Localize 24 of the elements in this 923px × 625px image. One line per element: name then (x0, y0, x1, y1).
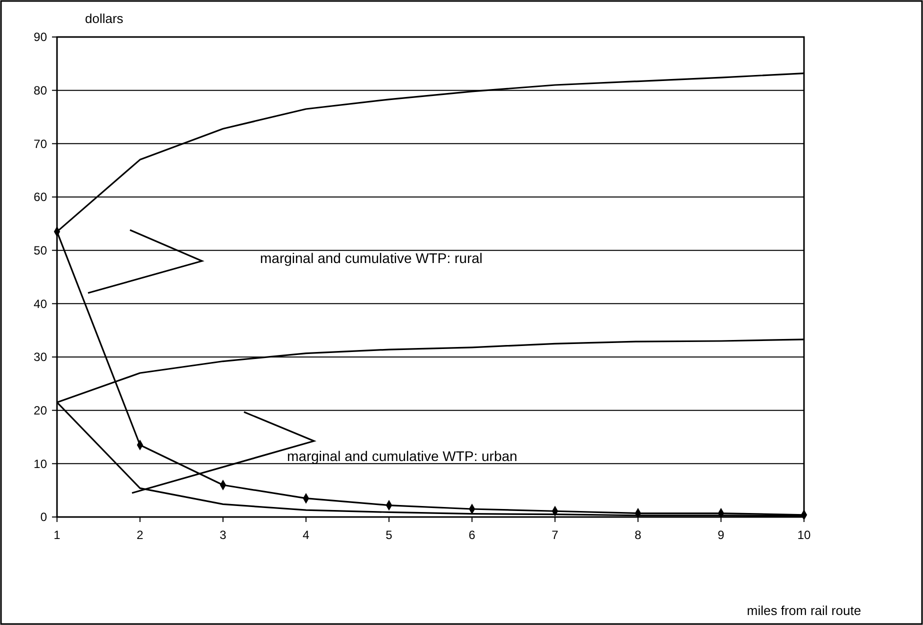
y-tick-label: 0 (40, 510, 48, 524)
y-tick-label: 20 (34, 404, 48, 418)
y-tick-label: 60 (34, 190, 48, 204)
y-tick-label: 10 (34, 456, 48, 471)
y-tick-label: 90 (34, 30, 48, 44)
x-tick-label: 10 (797, 528, 811, 542)
y-tick-label: 70 (34, 136, 48, 151)
x-tick-label: 5 (386, 528, 393, 542)
x-tick-label: 7 (552, 528, 559, 542)
x-tick-label: 3 (220, 528, 227, 542)
annotation: marginal and cumulative WTP: rural (260, 250, 483, 266)
y-tick-label: 30 (34, 350, 48, 364)
x-tick-label: 9 (718, 528, 725, 542)
x-tick-label: 1 (54, 528, 61, 542)
x-tick-label: 6 (468, 528, 476, 542)
y-tick-label: 40 (34, 296, 48, 311)
annotation: marginal and cumulative WTP: urban (287, 448, 518, 464)
x-tick-label: 2 (136, 528, 144, 542)
y-tick-label: 80 (34, 84, 48, 98)
x-tick-label: 4 (302, 528, 310, 542)
x-tick-label: 8 (634, 528, 642, 542)
y-tick-label: 50 (34, 244, 48, 258)
x-axis-title: miles from rail route (746, 603, 862, 618)
y-axis-title: dollars (85, 11, 124, 26)
